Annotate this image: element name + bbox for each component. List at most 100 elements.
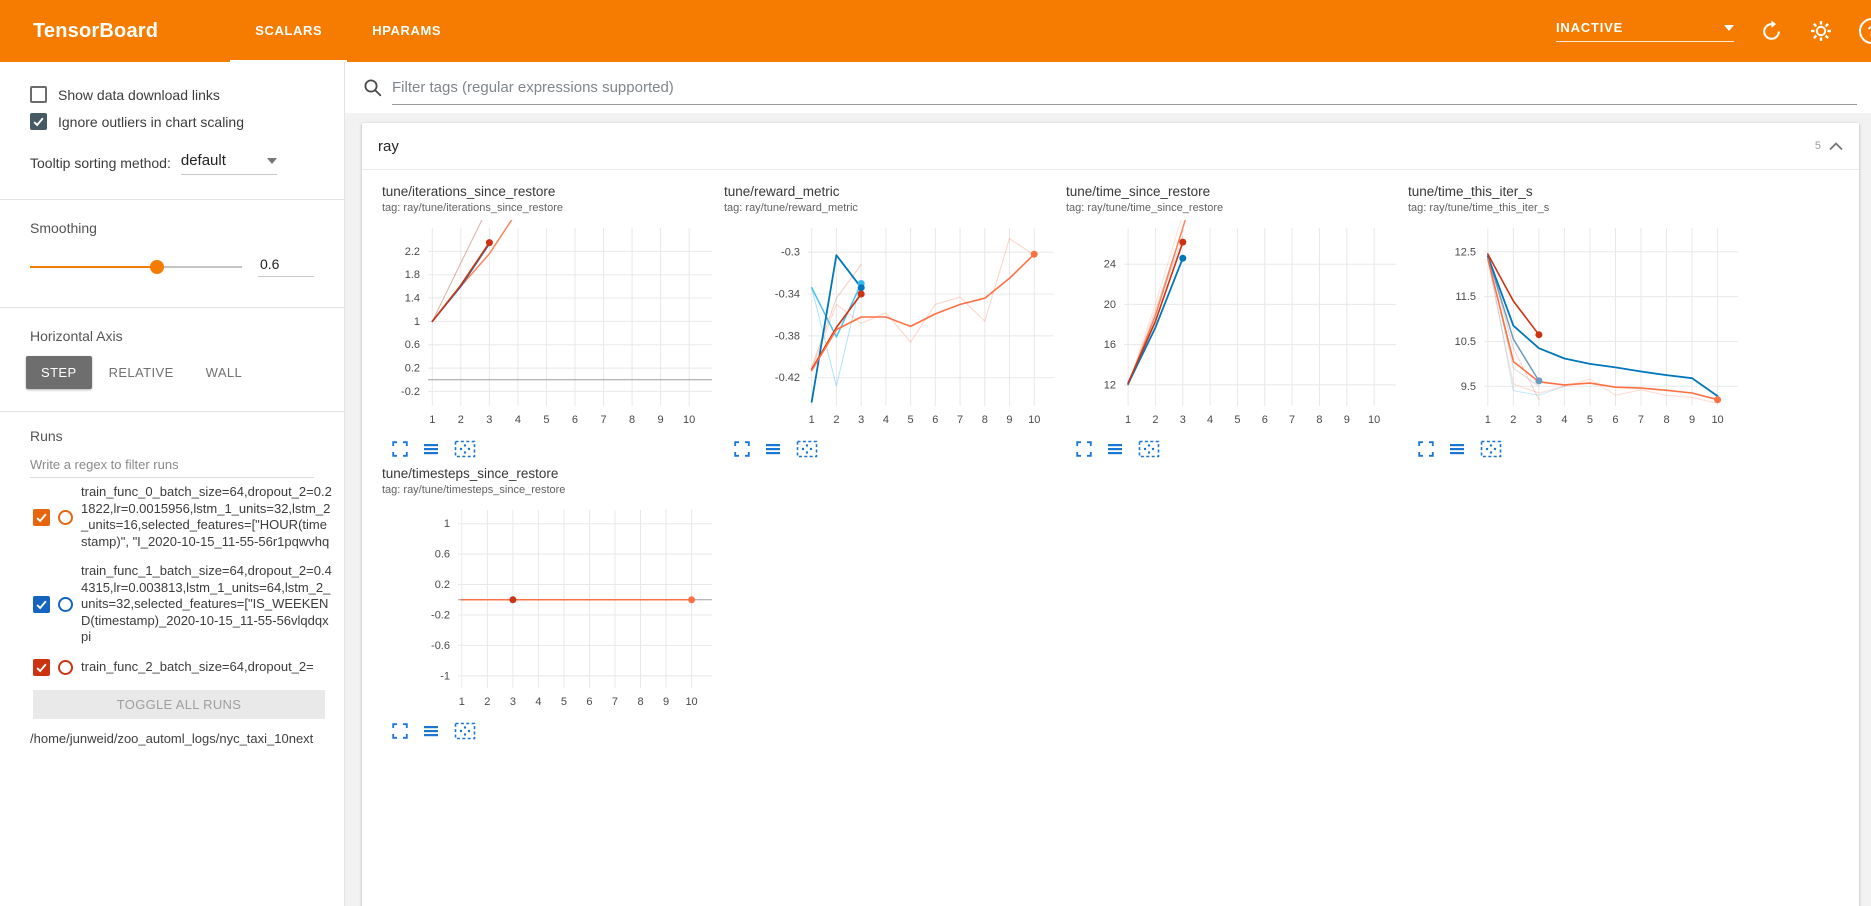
run-lines-icon[interactable] — [1449, 441, 1465, 457]
runs-label: Runs — [30, 428, 63, 444]
tag-group-name: ray — [378, 137, 399, 155]
tab-scalars[interactable]: SCALARS — [230, 0, 348, 62]
svg-text:1: 1 — [809, 414, 815, 426]
svg-text:6: 6 — [932, 414, 938, 426]
toggle-all-runs-button[interactable]: TOGGLE ALL RUNS — [33, 690, 325, 719]
run-lines-icon[interactable] — [423, 441, 439, 457]
tag-filter-input[interactable] — [392, 70, 1857, 105]
svg-text:1: 1 — [429, 414, 435, 426]
run-label: train_func_2_batch_size=64,dropout_2= — [81, 658, 314, 674]
runs-filter-input[interactable] — [30, 452, 314, 478]
slider-fill — [30, 265, 158, 268]
expand-chart-icon[interactable] — [734, 441, 750, 457]
sidebar-checkboxes: Show data download links Ignore outliers … — [0, 86, 344, 130]
svg-text:7: 7 — [1638, 414, 1644, 426]
svg-text:0.2: 0.2 — [435, 579, 450, 591]
tab-hparams[interactable]: HPARAMS — [372, 22, 442, 38]
axis-step-button[interactable]: STEP — [26, 356, 92, 389]
svg-text:8: 8 — [637, 696, 643, 708]
caret-down-icon — [1724, 24, 1734, 31]
divider — [0, 411, 344, 412]
expand-chart-icon[interactable] — [1418, 441, 1434, 457]
smoothing-slider-thumb[interactable] — [150, 259, 165, 274]
smoothing-slider[interactable] — [30, 259, 242, 274]
app-header: TensorBoard SCALARS HPARAMS INACTIVE — [0, 0, 1871, 62]
svg-text:4: 4 — [1561, 414, 1567, 426]
refresh-icon[interactable] — [1760, 20, 1783, 43]
svg-text:5: 5 — [1587, 414, 1593, 426]
fit-data-icon[interactable] — [1138, 440, 1160, 458]
expand-chart-icon[interactable] — [392, 441, 408, 457]
run-lines-icon[interactable] — [765, 441, 781, 457]
caret-down-icon — [266, 157, 277, 164]
divider — [0, 307, 344, 308]
svg-text:6: 6 — [572, 414, 578, 426]
axis-wall-button[interactable]: WALL — [191, 356, 258, 389]
data-status-value: INACTIVE — [1556, 20, 1624, 35]
run-checkbox[interactable] — [33, 658, 50, 676]
svg-text:2.2: 2.2 — [405, 246, 420, 258]
chart-tag: tag: ray/tune/iterations_since_restore — [382, 202, 563, 214]
smoothing-row: 0.6 — [30, 256, 314, 277]
run-checkbox[interactable] — [33, 508, 50, 526]
svg-text:9: 9 — [658, 414, 664, 426]
svg-text:2: 2 — [1152, 414, 1158, 426]
run-lines-icon[interactable] — [1107, 441, 1123, 457]
svg-text:8: 8 — [1663, 414, 1669, 426]
svg-text:1: 1 — [444, 518, 450, 530]
data-status-select[interactable]: INACTIVE — [1556, 20, 1734, 42]
chart-actions — [382, 440, 724, 458]
smoothing-value[interactable]: 0.6 — [258, 256, 314, 277]
svg-text:6: 6 — [1612, 414, 1618, 426]
run-label: train_func_1_batch_size=64,dropout_2=0.4… — [81, 563, 332, 644]
tooltip-sorting-row: Tooltip sorting method: default — [0, 152, 344, 175]
smoothing-label: Smoothing — [30, 220, 97, 236]
svg-text:0.6: 0.6 — [405, 339, 420, 351]
help-icon[interactable]: ? — [1859, 18, 1871, 44]
tooltip-sorting-select[interactable]: default — [180, 152, 277, 175]
svg-text:10: 10 — [1028, 414, 1040, 426]
svg-text:5: 5 — [908, 414, 914, 426]
run-color-swatch[interactable] — [58, 596, 73, 612]
sidebar: Show data download links Ignore outliers … — [0, 62, 345, 906]
svg-text:2: 2 — [484, 696, 490, 708]
axis-relative-button[interactable]: RELATIVE — [94, 356, 189, 389]
collapse-chevron-icon[interactable] — [1829, 141, 1843, 151]
svg-text:1: 1 — [1485, 414, 1491, 426]
svg-text:10: 10 — [1711, 414, 1723, 426]
tab-bar: SCALARS HPARAMS — [230, 0, 466, 62]
svg-text:6: 6 — [1262, 414, 1268, 426]
svg-text:-0.3: -0.3 — [781, 247, 800, 259]
svg-text:-0.6: -0.6 — [431, 640, 450, 652]
svg-text:3: 3 — [858, 414, 864, 426]
chart-card: tune/time_this_iter_s tag: ray/tune/time_… — [1408, 184, 1750, 458]
expand-chart-icon[interactable] — [392, 723, 408, 739]
run-lines-icon[interactable] — [423, 723, 439, 739]
svg-text:12: 12 — [1104, 379, 1116, 391]
horizontal-axis-label: Horizontal Axis — [30, 328, 123, 344]
tooltip-sorting-value: default — [180, 152, 226, 169]
chart-actions — [1066, 440, 1408, 458]
run-color-swatch[interactable] — [58, 509, 73, 525]
settings-gear-icon[interactable] — [1809, 19, 1833, 43]
run-list[interactable]: train_func_0_batch_size=64,dropout_2=0.2… — [0, 484, 344, 684]
sidebar-checkbox[interactable] — [30, 86, 47, 103]
tag-group-header[interactable]: ray 5 — [362, 123, 1859, 170]
run-color-swatch[interactable] — [58, 659, 73, 675]
svg-text:4: 4 — [1207, 414, 1213, 426]
tag-filter-row — [345, 62, 1871, 113]
search-icon — [363, 78, 382, 97]
fit-data-icon[interactable] — [454, 440, 476, 458]
main-content: ray 5 tune/iterations_since_restore tag: … — [345, 62, 1871, 906]
svg-text:5: 5 — [1234, 414, 1240, 426]
fit-data-icon[interactable] — [796, 440, 818, 458]
svg-text:8: 8 — [1316, 414, 1322, 426]
svg-text:3: 3 — [1180, 414, 1186, 426]
svg-text:7: 7 — [957, 414, 963, 426]
run-checkbox[interactable] — [33, 595, 50, 613]
fit-data-icon[interactable] — [454, 722, 476, 740]
sidebar-checkbox[interactable] — [30, 113, 47, 130]
expand-chart-icon[interactable] — [1076, 441, 1092, 457]
fit-data-icon[interactable] — [1480, 440, 1502, 458]
